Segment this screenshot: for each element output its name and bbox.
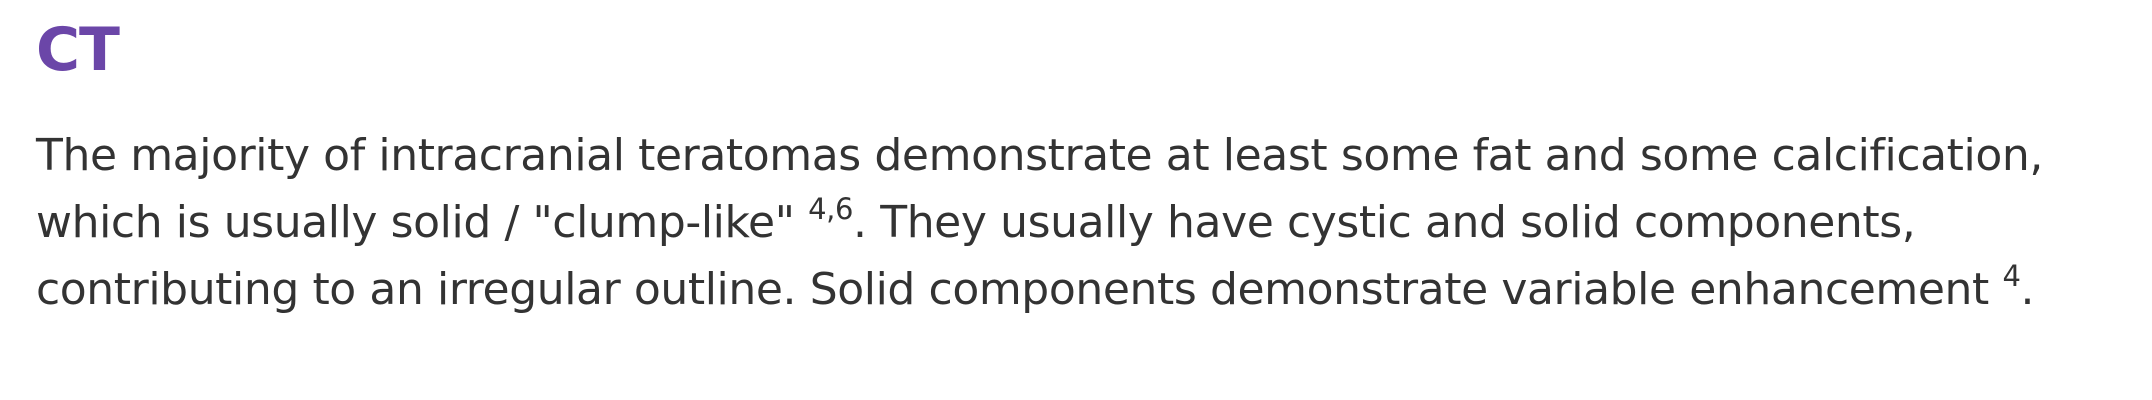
reference-link-4-6[interactable]: 4,6 xyxy=(808,192,854,226)
reference-link-4[interactable]: 4 xyxy=(2002,259,2021,293)
paragraph-text-part-2: . They usually have cystic and solid com… xyxy=(36,197,2003,315)
section-heading-ct: CT xyxy=(36,15,120,85)
paragraph-text-part-1: The majority of intracranial teratomas d… xyxy=(36,130,2043,248)
paragraph-text-part-3: . xyxy=(2020,264,2035,315)
ct-paragraph: The majority of intracranial teratomas d… xyxy=(36,122,2116,323)
